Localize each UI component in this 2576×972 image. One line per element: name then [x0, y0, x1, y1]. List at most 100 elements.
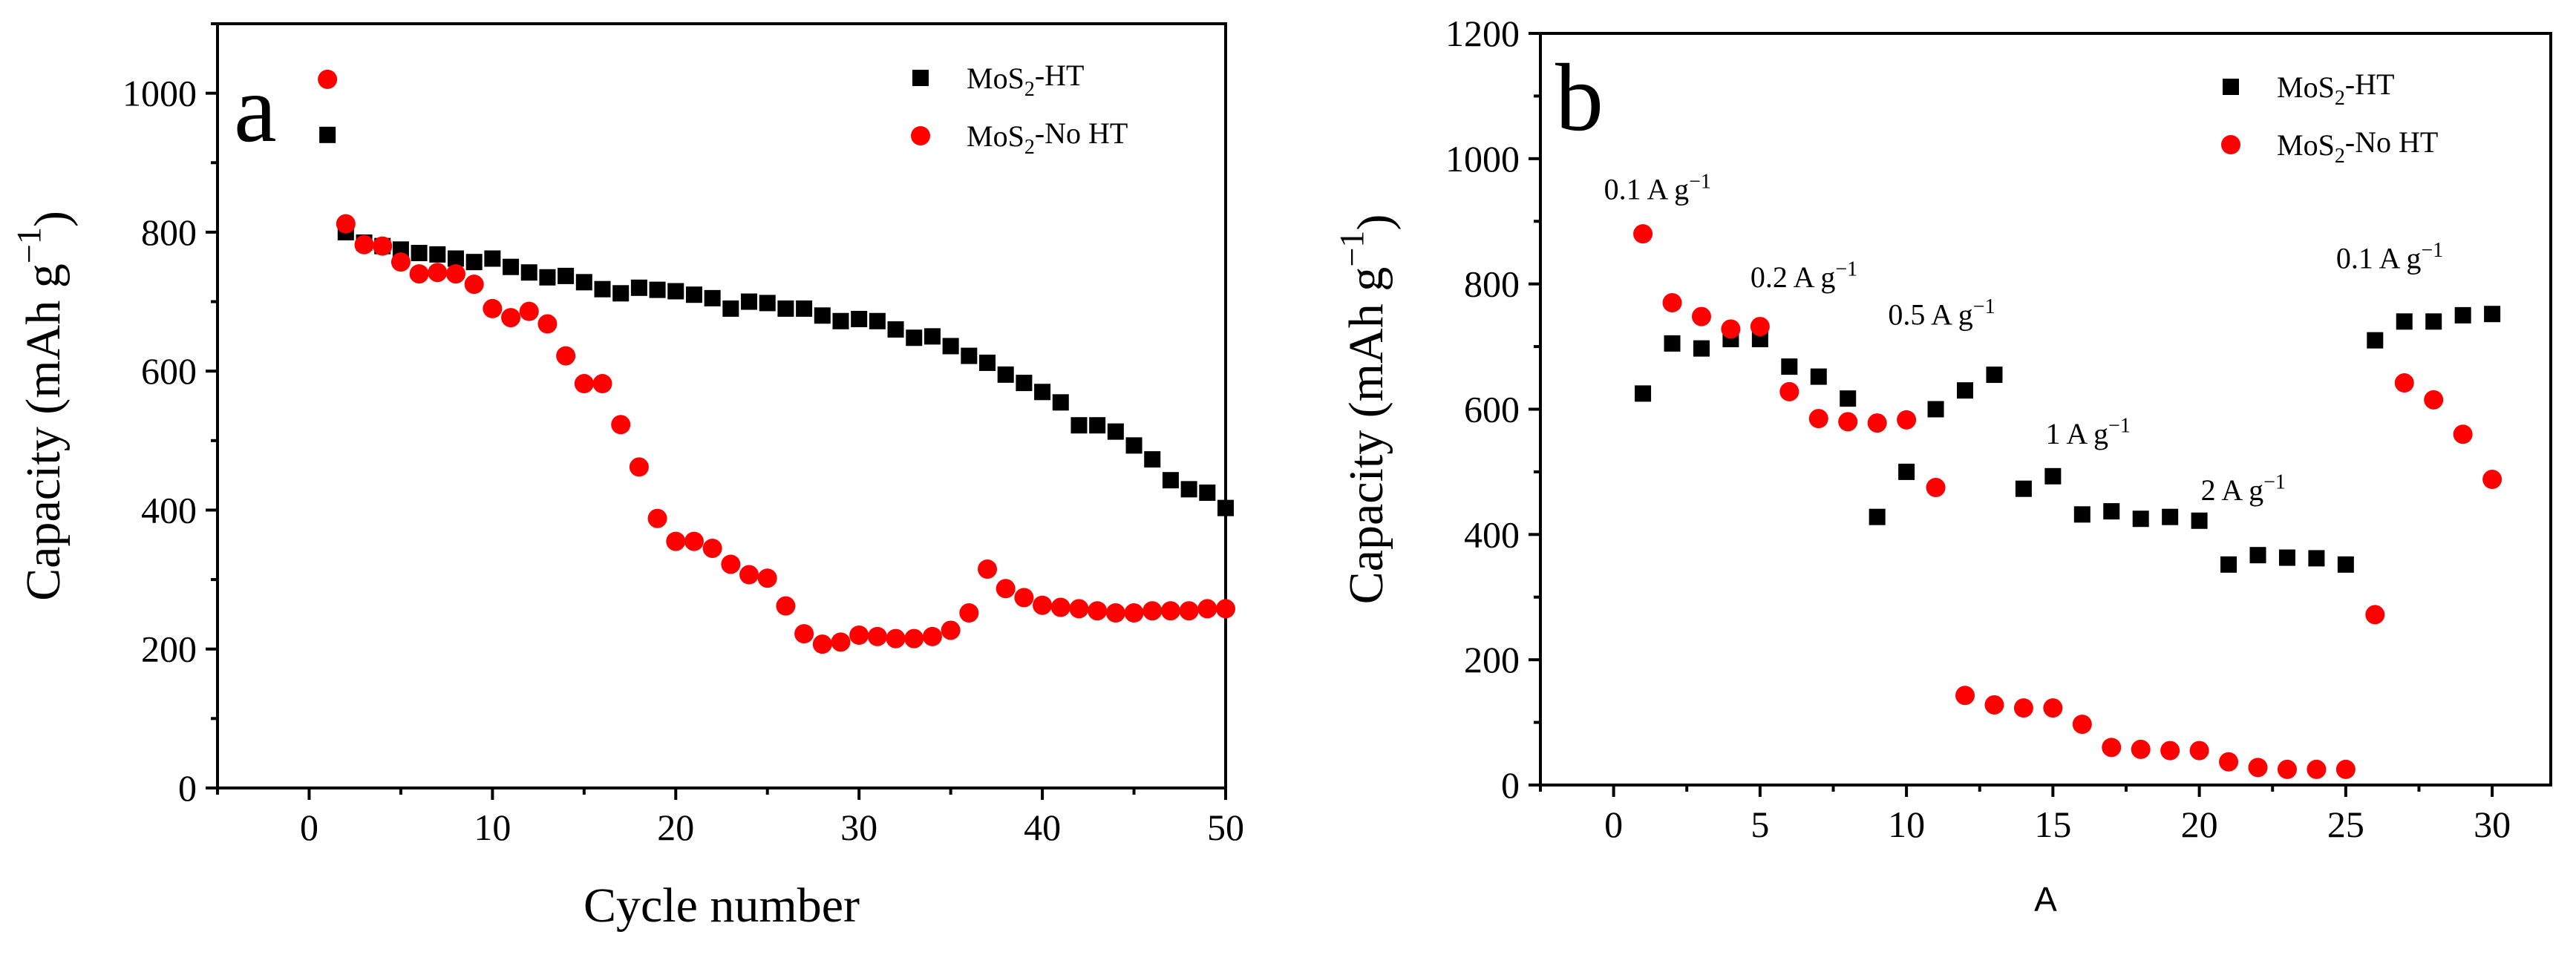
data-point — [484, 250, 501, 267]
data-point — [796, 300, 813, 317]
data-point — [759, 295, 776, 312]
data-point — [1779, 381, 1799, 401]
series-ht — [319, 126, 1234, 516]
data-point — [942, 338, 959, 355]
data-point — [2453, 424, 2473, 444]
data-point — [1721, 319, 1741, 339]
data-point — [1838, 412, 1858, 432]
legend-marker — [2223, 79, 2239, 95]
data-point — [777, 300, 794, 317]
data-point — [629, 457, 649, 477]
data-point — [537, 314, 558, 334]
legend: MoS2-HT MoS2-No HT — [2221, 68, 2438, 168]
data-point — [2484, 306, 2501, 323]
data-point — [1199, 485, 1216, 502]
data-point — [1927, 401, 1944, 418]
data-point — [409, 264, 429, 284]
x-tick-label: 20 — [2181, 804, 2218, 845]
data-point — [757, 568, 777, 588]
data-point — [1069, 599, 1089, 619]
data-point — [1869, 508, 1886, 525]
data-point — [2365, 605, 2385, 625]
data-point — [904, 628, 924, 648]
data-point — [721, 554, 741, 574]
x-tick-label: 20 — [657, 807, 694, 848]
data-point — [2248, 758, 2268, 778]
y-tick-label: 800 — [1464, 263, 1520, 305]
data-point — [1810, 368, 1827, 385]
data-point — [739, 565, 759, 585]
data-point — [2191, 512, 2208, 529]
data-point — [2013, 698, 2033, 718]
data-point — [428, 263, 448, 283]
data-point — [429, 246, 446, 263]
data-point — [794, 624, 814, 644]
data-point — [2220, 556, 2237, 573]
data-point — [2249, 547, 2266, 564]
data-point — [2132, 510, 2149, 528]
data-point — [558, 267, 575, 284]
data-point — [978, 559, 998, 579]
x-axis-title: A — [2034, 880, 2057, 919]
y-tick-label: 600 — [141, 350, 197, 392]
data-point — [2160, 741, 2180, 761]
legend-marker — [911, 126, 930, 145]
data-point — [592, 374, 612, 394]
data-point — [483, 298, 503, 318]
legend-marker — [2221, 135, 2240, 154]
data-point — [1197, 599, 1217, 619]
y-tick-label: 600 — [1464, 389, 1520, 430]
y-tick-label: 400 — [1464, 513, 1520, 555]
data-point — [2308, 550, 2325, 567]
x-tick-label: 10 — [1888, 804, 1925, 845]
data-point — [647, 508, 667, 528]
rate-annotation: 0.5 A g−1 — [1888, 295, 1995, 331]
data-point — [1144, 451, 1161, 468]
data-point — [1105, 603, 1125, 623]
data-point — [594, 280, 611, 298]
data-point — [2044, 467, 2062, 485]
chart-b: 0 5 10 15 20 25 30 0 200 400 600 800 1000 1200 A Capaci… — [1333, 13, 2552, 919]
data-point — [2307, 759, 2327, 779]
y-tick-label: 0 — [1501, 764, 1520, 806]
x-tick-label: 0 — [1604, 804, 1623, 845]
data-point — [2073, 506, 2090, 523]
data-point — [2043, 698, 2063, 718]
data-point — [906, 329, 923, 347]
data-point — [1107, 423, 1124, 440]
data-point — [684, 531, 704, 551]
data-point — [2102, 738, 2122, 758]
data-point — [503, 258, 520, 275]
data-point — [2367, 332, 2384, 349]
data-point — [1897, 410, 1917, 430]
data-point — [612, 285, 630, 302]
legend-label: MoS2-HT — [2277, 68, 2394, 110]
data-point — [319, 126, 336, 143]
data-point — [996, 579, 1016, 599]
data-point — [832, 312, 849, 329]
data-point — [1635, 385, 1652, 402]
x-tick-label: 5 — [1750, 804, 1769, 845]
data-point — [2335, 759, 2356, 779]
data-point — [1050, 597, 1070, 617]
data-point — [2189, 741, 2209, 761]
data-point — [539, 269, 556, 286]
data-point — [574, 374, 594, 394]
data-point — [630, 279, 647, 296]
data-point — [1217, 499, 1234, 516]
data-point — [2425, 313, 2442, 330]
data-point — [2394, 373, 2414, 393]
data-point — [812, 634, 832, 654]
legend-label: MoS2-HT — [967, 59, 1084, 101]
data-point — [722, 300, 739, 317]
data-point — [1125, 437, 1142, 454]
data-point — [1180, 481, 1197, 498]
y-tick-label: 0 — [178, 767, 197, 809]
series-no-ht — [318, 69, 1235, 654]
data-point — [1840, 390, 1857, 407]
data-point — [979, 354, 996, 371]
data-point — [390, 252, 411, 272]
data-point — [1162, 472, 1179, 489]
data-point — [318, 69, 338, 89]
